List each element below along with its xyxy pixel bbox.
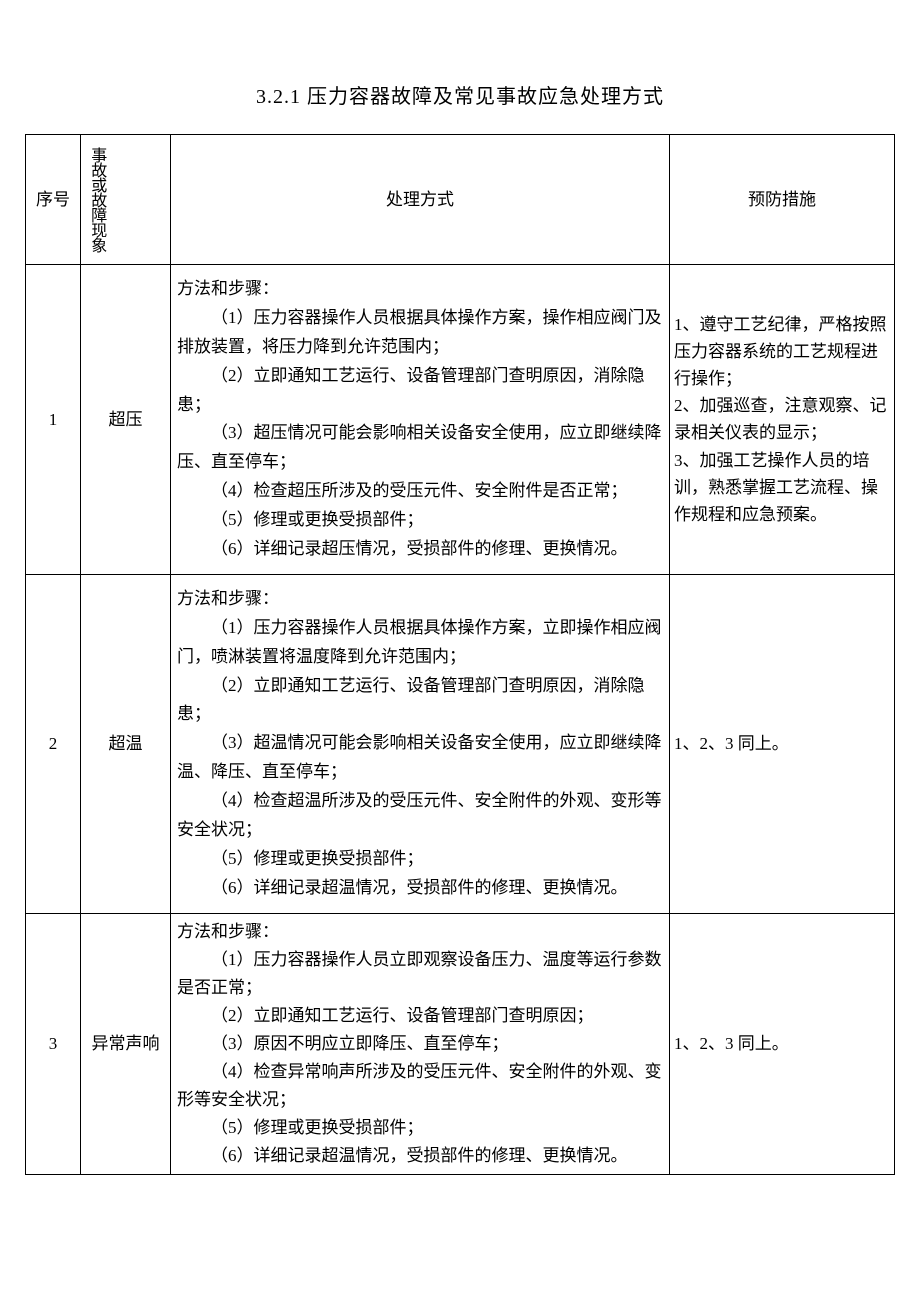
cell-num: 2: [26, 574, 81, 913]
header-phenom-text: 事故或故障现象: [85, 141, 108, 258]
emergency-table: 序号 事故或故障现象 处理方式 预防措施 1 超压 方法和步骤： （1）压力容器…: [25, 134, 895, 1175]
cell-prevent: 1、2、3 同上。: [670, 574, 895, 913]
method-item: （2）立即通知工艺运行、设备管理部门查明原因，消除隐患；: [177, 672, 663, 730]
header-method: 处理方式: [171, 135, 670, 265]
method-item: （1）压力容器操作人员根据具体操作方案，立即操作相应阀门，喷淋装置将温度降到允许…: [177, 614, 663, 672]
table-row: 2 超温 方法和步骤： （1）压力容器操作人员根据具体操作方案，立即操作相应阀门…: [26, 574, 895, 913]
table-row: 3 异常声响 方法和步骤： （1）压力容器操作人员立即观察设备压力、温度等运行参…: [26, 913, 895, 1174]
method-intro: 方法和步骤：: [177, 585, 663, 614]
method-item: （4）检查超压所涉及的受压元件、安全附件是否正常；: [177, 477, 663, 506]
cell-method: 方法和步骤： （1）压力容器操作人员立即观察设备压力、温度等运行参数是否正常； …: [171, 913, 670, 1174]
cell-method: 方法和步骤： （1）压力容器操作人员根据具体操作方案，立即操作相应阀门，喷淋装置…: [171, 574, 670, 913]
method-item: （5）修理或更换受损部件；: [177, 506, 663, 535]
page-title: 3.2.1 压力容器故障及常见事故应急处理方式: [25, 80, 895, 109]
cell-num: 3: [26, 913, 81, 1174]
method-item: （3）超温情况可能会影响相关设备安全使用，应立即继续降温、降压、直至停车；: [177, 729, 663, 787]
cell-prevent: 1、遵守工艺纪律，严格按照压力容器系统的工艺规程进行操作； 2、加强巡查，注意观…: [670, 265, 895, 575]
header-prevent: 预防措施: [670, 135, 895, 265]
method-item: （1）压力容器操作人员立即观察设备压力、温度等运行参数是否正常；: [177, 946, 663, 1002]
cell-phenom: 异常声响: [81, 913, 171, 1174]
method-item: （1）压力容器操作人员根据具体操作方案，操作相应阀门及排放装置，将压力降到允许范…: [177, 304, 663, 362]
cell-phenom: 超温: [81, 574, 171, 913]
method-item: （5）修理或更换受损部件；: [177, 845, 663, 874]
cell-phenom: 超压: [81, 265, 171, 575]
method-intro: 方法和步骤：: [177, 275, 663, 304]
cell-method: 方法和步骤： （1）压力容器操作人员根据具体操作方案，操作相应阀门及排放装置，将…: [171, 265, 670, 575]
method-item: （6）详细记录超温情况，受损部件的修理、更换情况。: [177, 1142, 663, 1170]
header-phenom: 事故或故障现象: [81, 135, 171, 265]
header-num: 序号: [26, 135, 81, 265]
cell-prevent: 1、2、3 同上。: [670, 913, 895, 1174]
table-header-row: 序号 事故或故障现象 处理方式 预防措施: [26, 135, 895, 265]
method-item: （5）修理或更换受损部件；: [177, 1114, 663, 1142]
method-item: （3）原因不明应立即降压、直至停车；: [177, 1030, 663, 1058]
cell-num: 1: [26, 265, 81, 575]
table-row: 1 超压 方法和步骤： （1）压力容器操作人员根据具体操作方案，操作相应阀门及排…: [26, 265, 895, 575]
method-item: （6）详细记录超压情况，受损部件的修理、更换情况。: [177, 535, 663, 564]
method-item: （2）立即通知工艺运行、设备管理部门查明原因；: [177, 1002, 663, 1030]
method-item: （4）检查超温所涉及的受压元件、安全附件的外观、变形等安全状况；: [177, 787, 663, 845]
method-item: （4）检查异常响声所涉及的受压元件、安全附件的外观、变形等安全状况；: [177, 1058, 663, 1114]
method-item: （2）立即通知工艺运行、设备管理部门查明原因，消除隐患；: [177, 362, 663, 420]
method-item: （3）超压情况可能会影响相关设备安全使用，应立即继续降压、直至停车；: [177, 419, 663, 477]
method-item: （6）详细记录超温情况，受损部件的修理、更换情况。: [177, 874, 663, 903]
method-intro: 方法和步骤：: [177, 918, 663, 946]
